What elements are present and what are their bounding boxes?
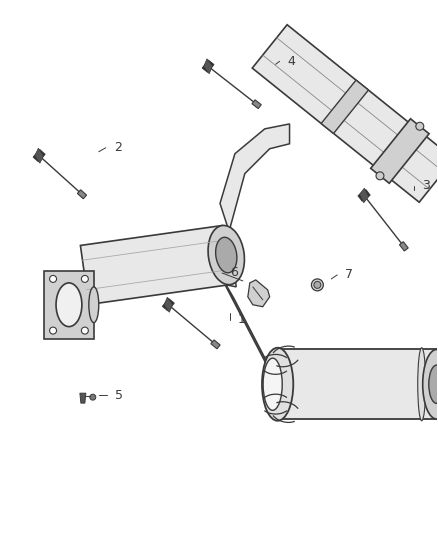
Polygon shape (33, 150, 45, 161)
Ellipse shape (208, 225, 244, 285)
Ellipse shape (423, 350, 438, 419)
Polygon shape (278, 350, 437, 419)
Ellipse shape (376, 172, 384, 180)
Polygon shape (85, 247, 94, 322)
Polygon shape (360, 188, 369, 203)
Ellipse shape (49, 276, 57, 282)
Polygon shape (80, 393, 86, 403)
Text: 1: 1 (238, 313, 246, 326)
Text: 3: 3 (422, 179, 430, 192)
Polygon shape (81, 225, 230, 304)
Polygon shape (202, 60, 214, 72)
Ellipse shape (56, 283, 82, 327)
Text: 5: 5 (115, 389, 123, 402)
Ellipse shape (263, 358, 282, 410)
Polygon shape (162, 298, 174, 311)
Ellipse shape (429, 365, 438, 403)
Ellipse shape (416, 122, 424, 130)
Polygon shape (220, 124, 290, 287)
Polygon shape (216, 268, 286, 400)
Polygon shape (399, 241, 408, 251)
Polygon shape (211, 340, 220, 349)
Ellipse shape (215, 237, 237, 273)
Polygon shape (78, 190, 87, 199)
Polygon shape (252, 100, 261, 109)
Ellipse shape (81, 276, 88, 282)
Ellipse shape (49, 327, 57, 334)
Ellipse shape (89, 287, 99, 322)
Polygon shape (204, 59, 212, 74)
Polygon shape (358, 190, 370, 201)
Ellipse shape (262, 348, 293, 421)
Polygon shape (44, 271, 94, 338)
Text: 6: 6 (230, 266, 238, 279)
Polygon shape (252, 25, 438, 202)
Polygon shape (437, 329, 438, 419)
Polygon shape (371, 119, 429, 183)
Text: 2: 2 (114, 141, 122, 154)
Ellipse shape (314, 281, 321, 288)
Text: 4: 4 (288, 55, 296, 68)
Polygon shape (35, 148, 43, 163)
Polygon shape (248, 280, 270, 307)
Polygon shape (321, 80, 368, 133)
Ellipse shape (81, 327, 88, 334)
Text: 7: 7 (345, 269, 353, 281)
Ellipse shape (90, 394, 96, 400)
Ellipse shape (311, 279, 323, 291)
Ellipse shape (418, 348, 426, 421)
Polygon shape (164, 297, 173, 312)
